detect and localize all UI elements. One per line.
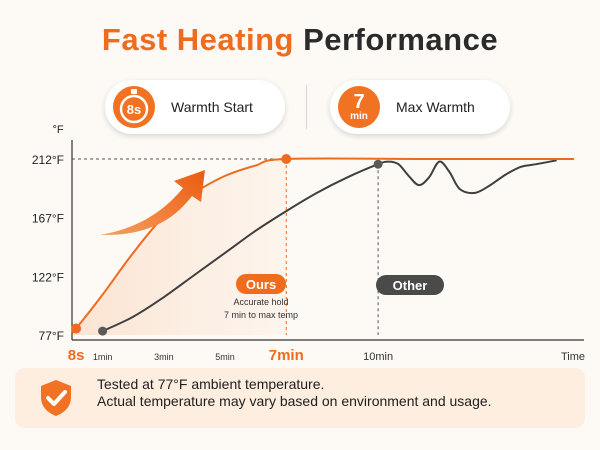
title-rest: Performance — [303, 22, 499, 57]
x-tick-label: 3min — [154, 352, 174, 362]
seven-min-number: 7 — [353, 90, 365, 113]
y-tick-label: 212°F — [32, 153, 64, 167]
ours-series-line — [71, 157, 574, 334]
heating-chart: °F 77°F 122°F 167°F 212°F 8s 1min 3min 5min 7min 1… — [32, 124, 585, 364]
ours-label: Ours — [246, 277, 276, 292]
page-title: Fast Heating Performance — [0, 22, 600, 58]
title-accent: Fast Heating — [101, 22, 294, 57]
other-label: Other — [393, 278, 428, 293]
y-tick-label: 77°F — [39, 329, 64, 343]
warmth-start-label: Warmth Start — [171, 99, 253, 115]
ours-area-fill — [72, 159, 287, 335]
note-line-1: Tested at 77°F ambient temperature. — [97, 376, 325, 392]
rising-arrow-icon — [100, 170, 205, 236]
x-tick-label: 8s — [68, 347, 85, 364]
ours-point-marker — [281, 154, 292, 164]
ours-note-line-2: 7 min to max temp — [224, 310, 298, 320]
ours-label-pill — [236, 274, 286, 294]
x-tick-label: 5min — [215, 352, 235, 362]
seven-min-icon: 7 min — [338, 86, 380, 128]
x-tick-label: 10min — [363, 351, 393, 363]
badge-divider — [306, 85, 307, 129]
other-label-pill — [376, 275, 444, 295]
y-axis-unit: °F — [52, 124, 63, 136]
x-tick-label: 1min — [93, 352, 113, 362]
stopwatch-text: 8s — [127, 102, 141, 117]
max-warmth-badge: 7 min Max Warmth — [330, 80, 510, 134]
other-point-marker — [98, 326, 108, 336]
test-note: Tested at 77°F ambient temperature. Actu… — [97, 376, 492, 410]
other-point-marker — [373, 159, 383, 169]
test-note-panel: Tested at 77°F ambient temperature. Actu… — [15, 368, 585, 428]
stopwatch-icon: 8s — [113, 86, 155, 128]
max-warmth-label: Max Warmth — [396, 99, 475, 115]
y-tick-label: 167°F — [32, 212, 64, 226]
ours-point-marker — [71, 323, 82, 334]
note-line-2: Actual temperature may vary based on env… — [97, 393, 492, 409]
x-axis-title: Time — [561, 351, 585, 363]
seven-min-unit: min — [350, 110, 368, 122]
x-tick-label: 7min — [269, 347, 304, 364]
ours-note-line-1: Accurate hold — [233, 297, 288, 307]
other-series-line — [102, 159, 557, 332]
warmth-start-badge: 8s Warmth Start — [105, 80, 285, 134]
shield-check-icon — [41, 380, 71, 416]
y-tick-label: 122°F — [32, 270, 64, 284]
